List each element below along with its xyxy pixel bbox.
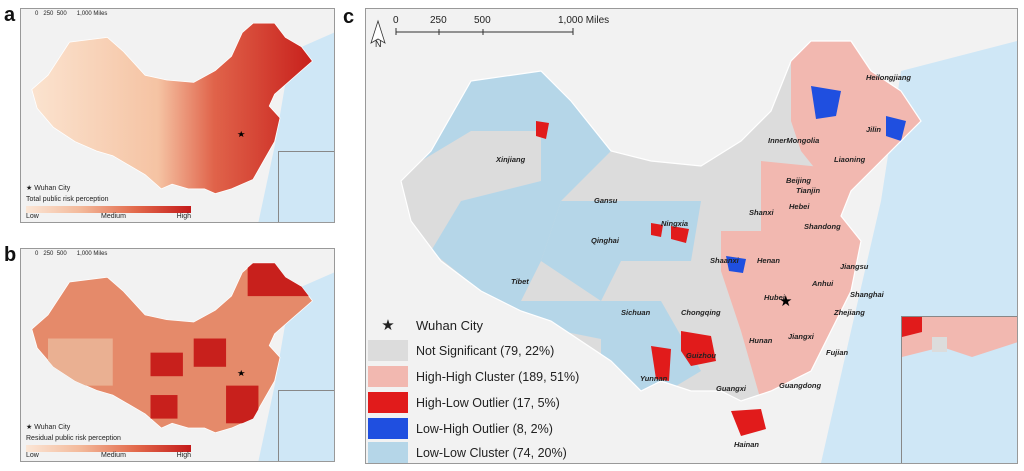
ramp-medium: Medium — [101, 213, 126, 220]
ramp-medium: Medium — [101, 452, 126, 459]
map-b: ★ — [21, 249, 334, 461]
panel-c-label: c — [343, 6, 355, 28]
legend-star-b: ★ Wuhan City — [26, 424, 71, 431]
province-label: Shanghai — [850, 290, 884, 299]
legend-title-a: Total public risk perception — [26, 196, 109, 203]
star-icon: ★ — [381, 317, 395, 334]
color-ramp-a — [26, 206, 191, 213]
inset-south-china-sea-a — [278, 151, 334, 222]
wuhan-star-icon: ★ — [237, 129, 246, 138]
province-label: Henan — [757, 256, 780, 265]
panel-b-label: b — [4, 244, 17, 266]
province-label: Tianjin — [796, 186, 821, 195]
province-label: Guangdong — [779, 381, 822, 390]
province-label: Chongqing — [681, 308, 721, 317]
province-label: Hainan — [734, 440, 760, 449]
inset-map — [902, 317, 1017, 357]
province-label: Hunan — [749, 336, 773, 345]
panel-c-map: ★ 0 250 500 1,000 Miles N Heilongjiang I… — [365, 8, 1018, 464]
north-arrow-icon — [370, 19, 386, 44]
inset-south-china-sea-c — [901, 316, 1017, 463]
legend-item-high-low: High-Low Outlier (17, 5%) — [368, 392, 560, 413]
ramp-low: Low — [26, 213, 39, 220]
hainan-island — [731, 409, 766, 436]
province-label: Beijing — [786, 176, 812, 185]
province-label: Shaanxi — [710, 256, 739, 265]
province-label: Jilin — [866, 125, 882, 134]
ramp-high: High — [176, 452, 191, 459]
swatch — [368, 340, 408, 361]
panel-a-map: ★ 0 250 500 1,000 Miles ★ Wuhan City Tot… — [20, 8, 335, 223]
province-label: Sichuan — [621, 308, 651, 317]
scale-1000: 1,000 Miles — [558, 15, 610, 26]
legend-title-b: Residual public risk perception — [26, 435, 121, 442]
province-label: Qinghai — [591, 236, 619, 245]
scale-500: 500 — [474, 15, 491, 26]
province-label: Jiangxi — [788, 332, 814, 341]
province-label: Hubei — [764, 293, 785, 302]
legend-item-not-significant: Not Significant (79, 22%) — [368, 340, 554, 361]
province-label: Tibet — [511, 277, 529, 286]
province-label: Shandong — [804, 222, 841, 231]
swatch — [368, 418, 408, 439]
province-label: Zhejiang — [834, 308, 865, 317]
province-label: Anhui — [812, 279, 834, 288]
province-label: Gansu — [594, 196, 618, 205]
panel-a-label: a — [4, 4, 16, 26]
province-label: Guizhou — [686, 351, 716, 360]
province-label: Hebei — [789, 202, 810, 211]
panel-b-map: ★ 0 250 500 1,000 Miles ★ Wuhan City Res… — [20, 248, 335, 462]
color-ramp-b — [26, 445, 191, 452]
legend-item-low-low: Low-Low Cluster (74, 20%) — [368, 442, 567, 463]
scalebar-a: 0 250 500 1,000 Miles — [35, 11, 108, 17]
north-label: N — [375, 39, 382, 49]
scalebar-c — [370, 19, 574, 44]
legend-item-low-high: Low-High Outlier (8, 2%) — [368, 418, 553, 439]
province-label: Heilongjiang — [866, 73, 911, 82]
province-label: Xinjiang — [496, 155, 526, 164]
scale-250: 250 — [430, 15, 447, 26]
province-label: Jiangsu — [840, 262, 869, 271]
wuhan-star-icon: ★ — [237, 369, 246, 378]
province-label: Guangxi — [716, 384, 747, 393]
province-label: Liaoning — [834, 155, 866, 164]
scale-0: 0 — [393, 15, 399, 26]
province-label: Shanxi — [749, 208, 774, 217]
province-label: Fujian — [826, 348, 849, 357]
province-label: Ningxia — [661, 219, 689, 228]
inset-south-china-sea-b — [278, 390, 334, 461]
swatch — [368, 392, 408, 413]
swatch — [368, 366, 408, 387]
legend-star-a: ★ Wuhan City — [26, 185, 71, 192]
wuhan-star-icon: ★ — [779, 293, 792, 310]
ramp-high: High — [176, 213, 191, 220]
legend-item-high-high: High-High Cluster (189, 51%) — [368, 366, 579, 387]
swatch — [368, 442, 408, 463]
scalebar-b: 0 250 500 1,000 Miles — [35, 251, 108, 257]
ramp-low: Low — [26, 452, 39, 459]
province-label: Yunnan — [640, 374, 668, 383]
province-label: InnerMongolia — [768, 136, 820, 145]
legend-wuhan: ★ Wuhan City — [368, 316, 483, 334]
